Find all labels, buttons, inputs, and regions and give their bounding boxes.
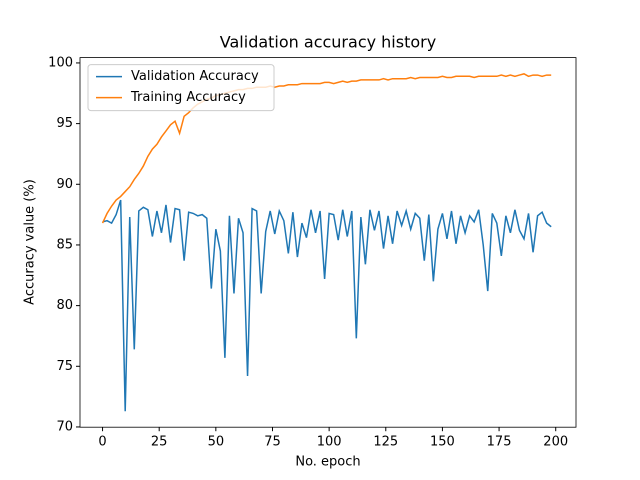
y-tick-label: 70 bbox=[56, 419, 73, 434]
y-tick-label: 90 bbox=[56, 177, 73, 192]
x-tick-label: 125 bbox=[373, 435, 398, 450]
y-tick-label: 80 bbox=[56, 298, 73, 313]
x-tick-label: 200 bbox=[543, 435, 568, 450]
y-tick-label: 75 bbox=[56, 359, 73, 374]
x-tick-label: 100 bbox=[317, 435, 342, 450]
chart-title: Validation accuracy history bbox=[220, 33, 436, 52]
x-tick-label: 25 bbox=[151, 435, 168, 450]
y-axis-label: Accuracy value (%) bbox=[23, 179, 38, 305]
legend-box bbox=[87, 64, 275, 112]
y-tick-label: 85 bbox=[56, 237, 73, 252]
x-tick-label: 50 bbox=[208, 435, 225, 450]
y-tick-label: 100 bbox=[48, 55, 73, 70]
x-axis-label: No. epoch bbox=[295, 455, 360, 470]
x-tick-label: 75 bbox=[264, 435, 281, 450]
legend-label: Training Accuracy bbox=[130, 90, 246, 105]
legend-label: Validation Accuracy bbox=[131, 69, 259, 84]
plot-frame bbox=[79, 57, 577, 428]
x-tick-label: 0 bbox=[98, 435, 106, 450]
data-line bbox=[102, 199, 552, 412]
data-line bbox=[101, 73, 552, 224]
x-tick-label: 150 bbox=[430, 435, 455, 450]
x-tick-label: 175 bbox=[487, 435, 512, 450]
y-tick-label: 95 bbox=[56, 116, 73, 131]
